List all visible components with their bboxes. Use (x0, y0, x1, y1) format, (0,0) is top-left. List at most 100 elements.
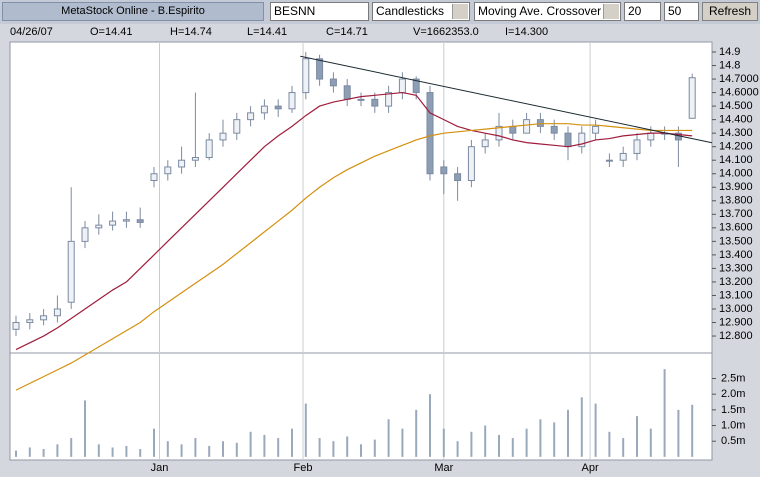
y2-tick-label: 1.0m (721, 419, 745, 431)
y-tick-label: 13.100 (719, 289, 753, 301)
y-tick-label: 14.6000 (719, 86, 759, 98)
x-tick-label: Mar (434, 462, 453, 474)
info-field: H=14.74 (170, 26, 212, 38)
info-field: V=1662353.0 (413, 26, 479, 38)
candle-body (398, 78, 406, 94)
y2-tick-label: 0.5m (721, 435, 745, 447)
candle-body (647, 132, 655, 141)
y-tick-label: 14.9 (719, 46, 740, 58)
candle-body (53, 308, 61, 317)
candle-body (440, 166, 448, 175)
candle-body (329, 78, 337, 87)
candle-body (233, 119, 241, 134)
y-tick-label: 13.700 (719, 208, 753, 220)
toolbar: MetaStock Online - B.Espirito BESNN Cand… (0, 0, 760, 24)
candle-body (164, 166, 172, 175)
candle-body (385, 92, 393, 107)
candle-body (205, 139, 213, 159)
y-tick-label: 14.7000 (719, 73, 759, 85)
period-2-input[interactable]: 50 (664, 2, 699, 21)
candle-body (592, 125, 600, 134)
info-field: I=14.300 (505, 26, 548, 38)
candle-body (122, 219, 130, 222)
candle-body (633, 139, 641, 154)
candle-body (454, 173, 462, 181)
candle-body (95, 224, 103, 229)
candle-body (12, 322, 20, 330)
candle-body (578, 132, 586, 148)
candle-body (26, 319, 34, 324)
x-tick-label: Feb (294, 462, 313, 474)
candle-body (412, 78, 420, 94)
candle-body (523, 119, 531, 134)
candle-body (302, 58, 310, 94)
candle-body (109, 220, 117, 226)
y-tick-label: 13.900 (719, 181, 753, 193)
y2-tick-label: 2.0m (721, 388, 745, 400)
candle-body (40, 315, 48, 321)
candle-body (191, 157, 199, 161)
candle-body (426, 92, 434, 175)
y-tick-label: 13.600 (719, 222, 753, 234)
candle-body (247, 112, 255, 121)
info-field: L=14.41 (247, 26, 287, 38)
candle-body (219, 132, 227, 141)
y-tick-label: 13.400 (719, 249, 753, 261)
info-field: C=14.71 (326, 26, 368, 38)
candle-body (288, 92, 296, 110)
candle-body (509, 125, 517, 134)
moving-average (15, 123, 693, 391)
y-tick-label: 13.500 (719, 235, 753, 247)
candle-body (619, 152, 627, 161)
candle-body (495, 125, 503, 141)
y-tick-label: 12.900 (719, 316, 753, 328)
candle-body (260, 105, 268, 114)
candle-body (550, 125, 558, 134)
candle-body (564, 132, 572, 148)
candle-body (343, 85, 351, 100)
indicator-value: Moving Ave. Crossover (478, 4, 602, 18)
candle-body (316, 58, 324, 80)
trendline (300, 55, 713, 144)
refresh-button[interactable]: Refresh (702, 2, 758, 21)
y2-tick-label: 2.5m (721, 372, 745, 384)
candle-body (536, 119, 544, 127)
candle-body (467, 146, 475, 181)
candle-body (357, 98, 365, 101)
candle-body (605, 159, 613, 162)
indicator-select[interactable]: Moving Ave. Crossover (474, 2, 621, 21)
y-tick-label: 12.800 (719, 330, 753, 342)
y-tick-label: 14.000 (719, 168, 753, 180)
candle-body (150, 173, 158, 181)
y2-tick-label: 1.5m (721, 404, 745, 416)
candle-body (178, 159, 186, 168)
info-field: 04/26/07 (10, 26, 53, 38)
plot-area (9, 41, 713, 461)
caption: MetaStock Online - B.Espirito (2, 2, 264, 21)
y-tick-label: 14.300 (719, 127, 753, 139)
candle-body (688, 77, 696, 119)
period-1-input[interactable]: 20 (624, 2, 661, 21)
y-tick-label: 13.800 (719, 195, 753, 207)
x-tick-label: Apr (582, 462, 599, 474)
candle-body (274, 105, 282, 110)
symbol-input[interactable]: BESNN (270, 2, 369, 21)
y-tick-label: 14.8 (719, 59, 740, 71)
y-tick-label: 14.500 (719, 100, 753, 112)
y-tick-label: 13.000 (719, 303, 753, 315)
y-tick-label: 13.300 (719, 262, 753, 274)
y-tick-label: 14.200 (719, 141, 753, 153)
style-select[interactable]: Candlesticks (372, 2, 470, 21)
y-tick-label: 14.400 (719, 114, 753, 126)
moving-average (15, 91, 693, 351)
y-tick-label: 14.100 (719, 154, 753, 166)
candle-body (67, 240, 75, 303)
info-field: O=14.41 (90, 26, 133, 38)
candle-body (136, 219, 144, 223)
candle-body (81, 227, 89, 242)
style-value: Candlesticks (376, 4, 445, 18)
candle-body (371, 98, 379, 107)
x-tick-label: Jan (151, 462, 169, 474)
